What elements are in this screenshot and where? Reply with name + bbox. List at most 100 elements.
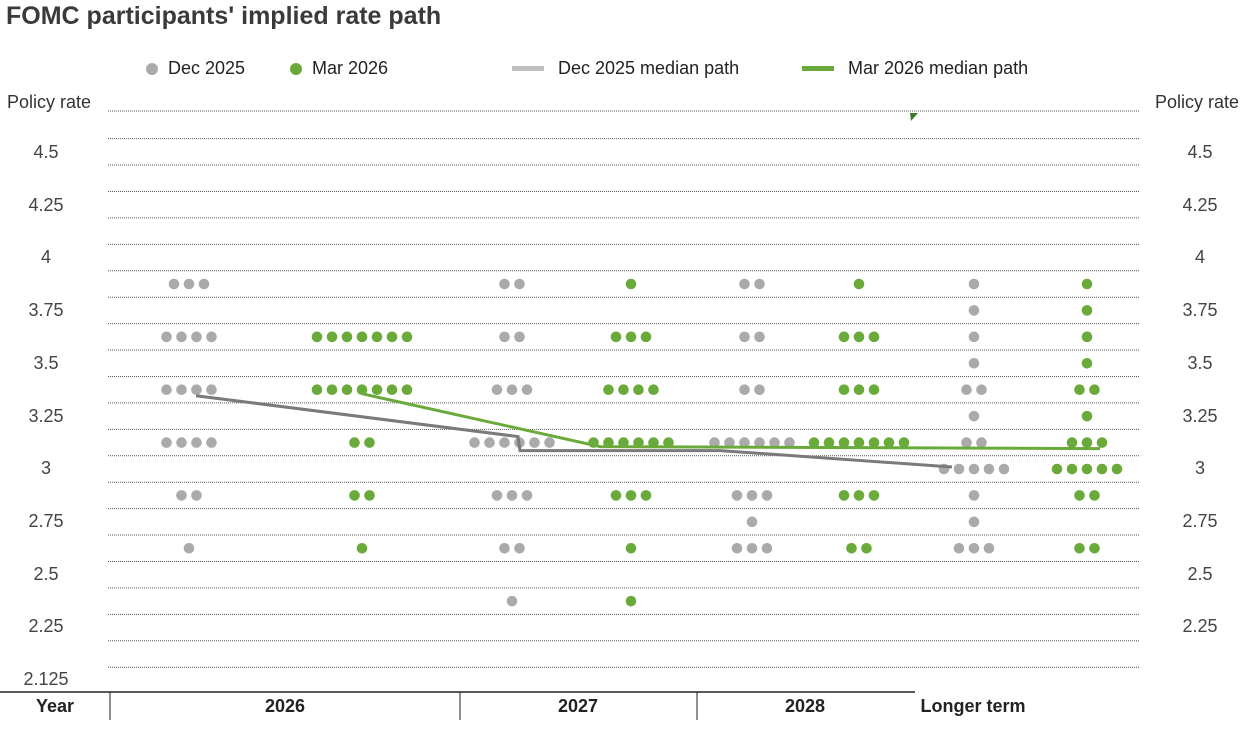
dot-mar-2026	[1081, 437, 1093, 448]
y-tick-label-left: 2.5	[33, 564, 59, 584]
dot-dec-2025	[968, 357, 980, 369]
dot-dec-2025	[968, 305, 980, 316]
dot-mar-2026	[1066, 463, 1078, 475]
dot-mar-2026	[625, 331, 637, 343]
dot-mar-2026	[371, 331, 383, 343]
median-path-mar-2026	[361, 392, 1101, 451]
dot-dec-2025	[206, 384, 217, 396]
dot-mar-2026	[1089, 542, 1100, 554]
dot-dec-2025	[754, 278, 765, 290]
dot-mar-2026	[1089, 490, 1100, 501]
dot-mar-2026	[846, 542, 857, 554]
y-tick-label-left: 3.5	[33, 353, 59, 373]
dot-dec-2025	[469, 437, 480, 448]
dot-mar-2026	[364, 437, 375, 448]
dot-mar-2026	[1074, 490, 1085, 501]
x-category-label: 2027	[557, 696, 599, 716]
y-tick-label-left: 3.75	[28, 300, 64, 320]
y-tick-label-left: 3.25	[28, 406, 64, 426]
dot-mar-2026	[364, 490, 375, 501]
dot-dec-2025	[968, 516, 980, 528]
dot-dec-2025	[739, 437, 750, 448]
dot-dec-2025	[976, 437, 987, 448]
dot-dec-2025	[506, 384, 518, 396]
y-tick-label-right: 3.25	[1182, 406, 1218, 426]
dot-dec-2025	[198, 278, 210, 290]
y-tick-label-right: 3.5	[1187, 353, 1213, 373]
dot-dec-2025	[968, 490, 980, 501]
dot-mar-2026	[625, 542, 637, 554]
dot-dec-2025	[529, 437, 540, 448]
dot-mar-2026	[853, 331, 865, 343]
marker-icon	[910, 113, 918, 121]
dot-mar-2026	[326, 384, 338, 396]
dot-dec-2025	[521, 490, 533, 501]
dot-dec-2025	[754, 384, 765, 396]
dot-dec-2025	[168, 278, 180, 290]
dot-mar-2026	[386, 331, 398, 343]
dot-mar-2026	[1081, 410, 1093, 422]
dot-mar-2026	[838, 331, 850, 343]
dot-dec-2025	[769, 437, 780, 448]
dot-dec-2025	[191, 384, 202, 396]
legend-line-icon	[802, 66, 834, 71]
dot-mar-2026	[808, 437, 820, 448]
legend-item-dec-2025: Dec 2025	[146, 58, 245, 79]
dot-mar-2026	[663, 437, 674, 448]
dot-mar-2026	[341, 384, 353, 396]
dot-dec-2025	[953, 463, 965, 475]
y-tick-label-right: 4	[1194, 247, 1205, 267]
dot-mar-2026	[356, 384, 368, 396]
dot-mar-2026	[603, 384, 614, 396]
legend-label: Dec 2025 median path	[558, 58, 740, 78]
y-tick-label-right: 2.25	[1182, 616, 1218, 636]
dot-mar-2026	[1081, 463, 1093, 475]
dot-dec-2025	[739, 278, 750, 290]
dot-mar-2026	[853, 384, 865, 396]
dot-dec-2025	[499, 278, 510, 290]
dot-dec-2025	[183, 278, 195, 290]
dot-dec-2025	[961, 437, 972, 448]
dot-mar-2026	[883, 437, 895, 448]
dot-dec-2025	[731, 490, 743, 501]
dot-dec-2025	[206, 331, 217, 343]
dot-mar-2026	[625, 278, 637, 290]
legend-label: Dec 2025	[168, 58, 246, 78]
dot-dec-2025	[176, 437, 187, 448]
dot-dec-2025	[206, 437, 217, 448]
y-tick-label-left: 2.125	[23, 669, 69, 689]
dot-mar-2026	[326, 331, 338, 343]
dot-mar-2026	[868, 331, 880, 343]
legend-dot-icon	[146, 62, 158, 75]
dot-mar-2026	[401, 331, 413, 343]
dot-mar-2026	[625, 490, 637, 501]
chart-title: FOMC participants' implied rate path	[6, 2, 442, 30]
dot-mar-2026	[1074, 542, 1085, 554]
dot-mar-2026	[356, 542, 368, 554]
dot-mar-2026	[356, 331, 368, 343]
dot-dec-2025	[968, 463, 980, 475]
dot-dec-2025	[484, 437, 495, 448]
dot-mar-2026	[1051, 463, 1063, 475]
dot-dec-2025	[176, 490, 187, 501]
dot-dec-2025	[998, 463, 1010, 475]
dot-mar-2026	[311, 331, 323, 343]
y-tick-label-right: 4.5	[1187, 142, 1213, 162]
dot-dec-2025	[754, 437, 765, 448]
dot-mar-2026	[349, 437, 360, 448]
dot-mar-2026	[640, 490, 652, 501]
dot-dec-2025	[499, 437, 510, 448]
x-category-label: Longer term	[920, 696, 1026, 716]
legend-dot-icon	[290, 62, 302, 75]
dot-dec-2025	[784, 437, 795, 448]
dot-mar-2026	[386, 384, 398, 396]
legend-item-mar-2026: Mar 2026	[290, 58, 388, 79]
dot-dec-2025	[968, 331, 980, 343]
y-tick-label-right: 3	[1194, 458, 1205, 478]
dot-mar-2026	[610, 331, 622, 343]
y-tick-label-left: 3	[40, 458, 51, 478]
dot-mar-2026	[640, 331, 652, 343]
legend-label: Mar 2026	[312, 58, 389, 78]
y-axis-title-right: Policy rate	[1155, 92, 1240, 112]
